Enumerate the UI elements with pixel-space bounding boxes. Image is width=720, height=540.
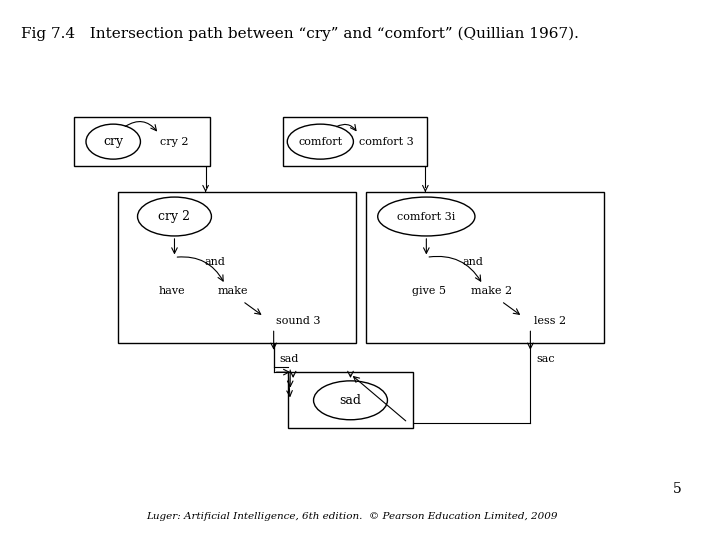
Text: comfort 3i: comfort 3i [397, 212, 456, 221]
Ellipse shape [313, 381, 387, 420]
Text: cry 2: cry 2 [160, 137, 189, 147]
Bar [288, 372, 413, 428]
Text: and: and [462, 257, 483, 267]
Text: cry 2: cry 2 [158, 210, 191, 223]
Text: Fig 7.4   Intersection path between “cry” and “comfort” (Quillian 1967).: Fig 7.4 Intersection path between “cry” … [21, 27, 579, 41]
Ellipse shape [287, 124, 354, 159]
Text: sound 3: sound 3 [276, 315, 320, 326]
Text: Luger: Artificial Intelligence, 6th edition.  © Pearson Education Limited, 2009: Luger: Artificial Intelligence, 6th edit… [145, 512, 557, 521]
Text: less 2: less 2 [534, 315, 567, 326]
Text: sac: sac [536, 354, 555, 364]
Text: give 5: give 5 [413, 286, 446, 296]
Bar [284, 117, 427, 166]
Text: make 2: make 2 [471, 286, 512, 296]
Ellipse shape [378, 197, 475, 236]
Text: cry: cry [103, 135, 123, 148]
Ellipse shape [86, 124, 140, 159]
Bar [366, 192, 604, 343]
Text: have: have [158, 286, 185, 296]
Bar [118, 192, 356, 343]
Text: sad: sad [340, 394, 361, 407]
Text: comfort: comfort [298, 137, 343, 147]
Ellipse shape [138, 197, 212, 236]
Text: 5: 5 [673, 482, 682, 496]
Text: sad: sad [279, 354, 299, 364]
Text: make: make [217, 286, 248, 296]
Text: comfort 3: comfort 3 [359, 137, 414, 147]
Bar [74, 117, 210, 166]
Text: and: and [205, 257, 226, 267]
